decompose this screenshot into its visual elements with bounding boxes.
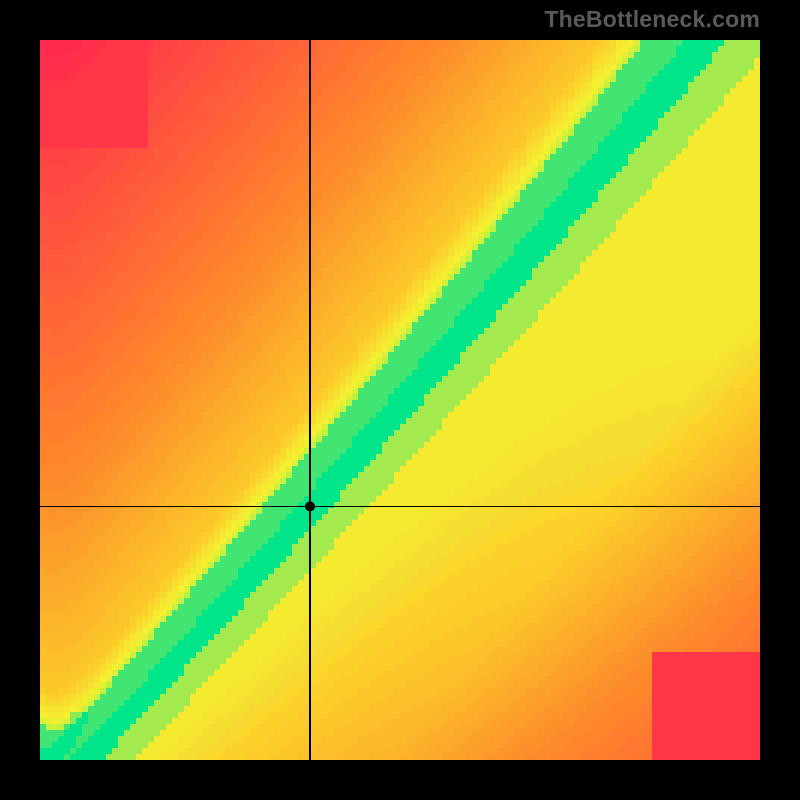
- crosshair-horizontal: [40, 506, 760, 508]
- crosshair-vertical: [309, 40, 311, 760]
- watermark-text: TheBottleneck.com: [544, 6, 760, 33]
- chart-container: { "watermark": { "text": "TheBottleneck.…: [0, 0, 800, 800]
- marker-dot-canvas: [0, 0, 800, 800]
